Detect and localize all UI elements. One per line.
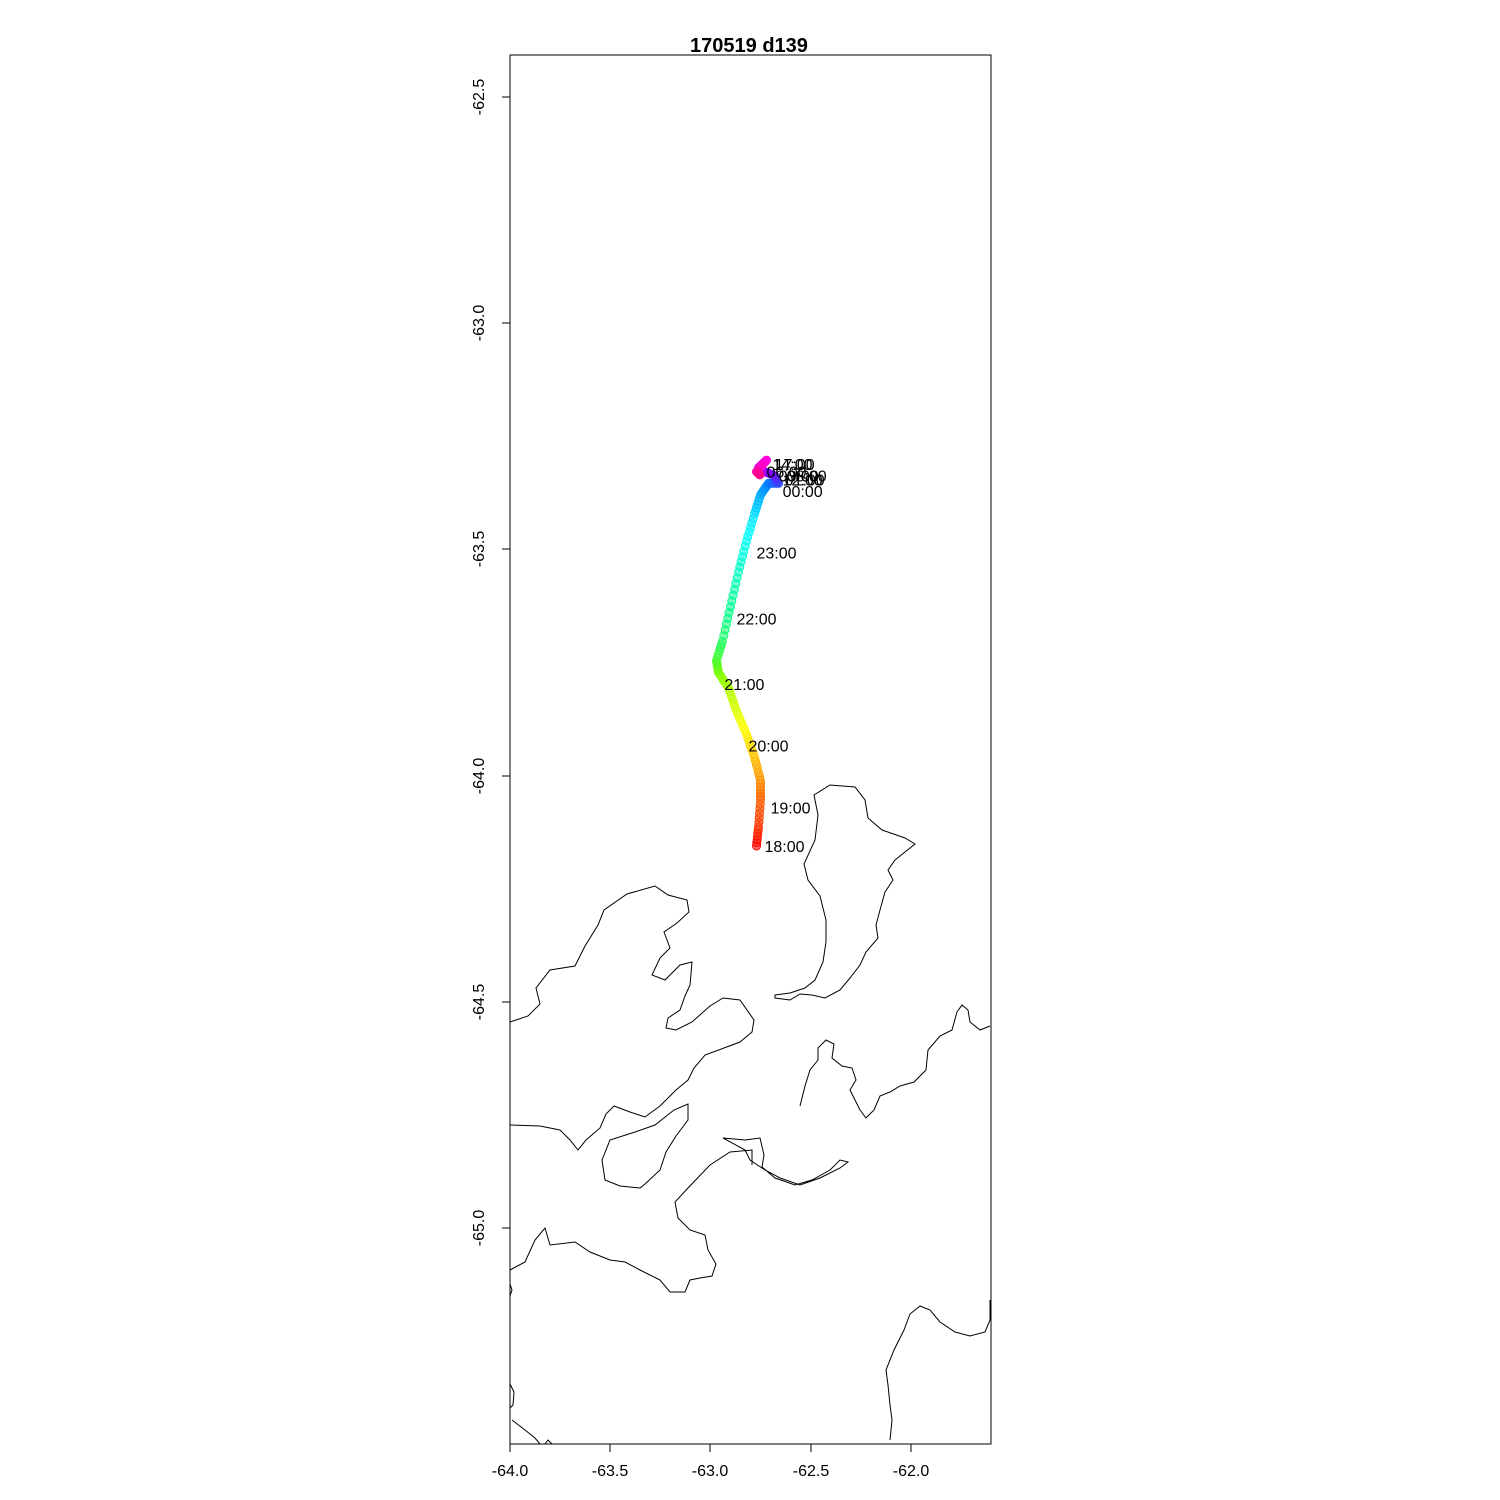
x-tick-label: -63.5 [592, 1463, 629, 1480]
time-label: 23:00 [757, 546, 797, 563]
coastline [509, 784, 991, 1445]
y-tick-label: -64.0 [471, 758, 488, 795]
time-label: 19:00 [771, 800, 811, 817]
map-title: 170519 d139 [690, 35, 808, 57]
time-label: 08:00 [787, 469, 827, 486]
time-label: 20:00 [749, 739, 789, 756]
time-label: 12:00 [783, 472, 823, 489]
time-label: 06:00 [767, 465, 807, 482]
time-label: 21:00 [724, 677, 764, 694]
time-labels: 18:00 19:00 20:00 21:00 22:00 23:00 00:0001:00… [724, 457, 826, 856]
y-tick-label: -63.0 [471, 305, 488, 342]
y-tick-label: -65.0 [471, 1210, 488, 1247]
x-tick-label: -62.5 [793, 1463, 830, 1480]
y-tick-label: -63.5 [471, 531, 488, 568]
x-tick-label: -63.0 [692, 1463, 729, 1480]
x-axis: -64.0 -63.5 -63.0 -62.5 -62.0 [492, 1443, 930, 1480]
track-point [755, 470, 765, 480]
drifter-track [711, 455, 784, 851]
x-tick-label: -64.0 [492, 1463, 529, 1480]
time-label: 00:00 [783, 484, 823, 501]
time-label: 14:00 [773, 457, 813, 474]
time-label: 18:00 [765, 839, 805, 856]
time-label: 22:00 [737, 611, 777, 628]
y-tick-label: -62.5 [471, 79, 488, 116]
time-label: 17:00 [775, 457, 815, 474]
time-label: 03:00 [779, 469, 819, 486]
time-label: 01:00 [785, 472, 825, 489]
x-tick-label: -62.0 [893, 1463, 930, 1480]
y-axis: -62.5 -63.0 -63.5 -64.0 -64.5 -65.0 [471, 79, 511, 1247]
y-tick-label: -64.5 [471, 984, 488, 1021]
